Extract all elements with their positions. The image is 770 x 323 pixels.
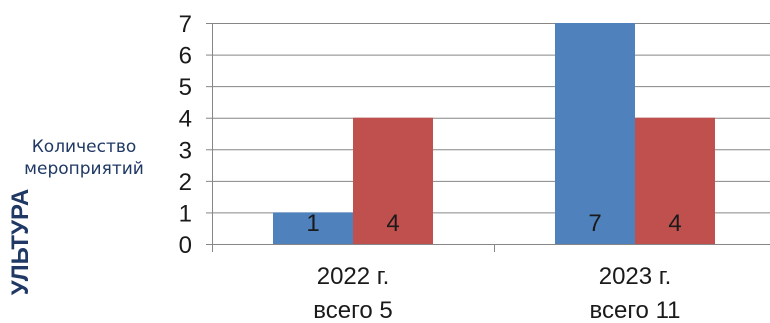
data-label: 7 <box>588 210 601 237</box>
y-tick-label: 5 <box>179 74 192 101</box>
y-tick-label: 1 <box>179 200 192 227</box>
labels: 0 1 2 3 4 5 6 7 1 4 2022 г. всего 5 7 4 2023 г. всего 1… <box>179 11 682 323</box>
gridlines <box>212 23 770 214</box>
x-category-label: 2023 г. <box>599 263 672 290</box>
x-category-label: всего 11 <box>590 297 681 323</box>
bar <box>555 23 635 244</box>
bar <box>353 117 433 244</box>
x-category-label: всего 5 <box>313 297 392 323</box>
bars <box>273 23 715 244</box>
bar <box>273 212 353 244</box>
y-axis-label-line-2: мероприятий <box>24 159 144 179</box>
side-title: УЛЬТУРА <box>7 188 34 296</box>
y-tick-label: 4 <box>179 106 192 133</box>
bar <box>635 117 715 244</box>
y-tick-label: 6 <box>179 43 192 70</box>
data-label: 4 <box>386 210 399 237</box>
y-axis-label-line-1: Количество <box>31 137 137 157</box>
y-tick-label: 0 <box>179 232 192 259</box>
data-label: 1 <box>306 210 319 237</box>
x-category-label: 2022 г. <box>317 263 390 290</box>
axes <box>206 23 770 252</box>
y-tick-label: 7 <box>179 11 192 38</box>
data-label: 4 <box>668 210 681 237</box>
y-tick-label: 3 <box>179 137 192 164</box>
y-axis-label: Количество мероприятий <box>4 136 164 180</box>
y-tick-label: 2 <box>179 169 192 196</box>
